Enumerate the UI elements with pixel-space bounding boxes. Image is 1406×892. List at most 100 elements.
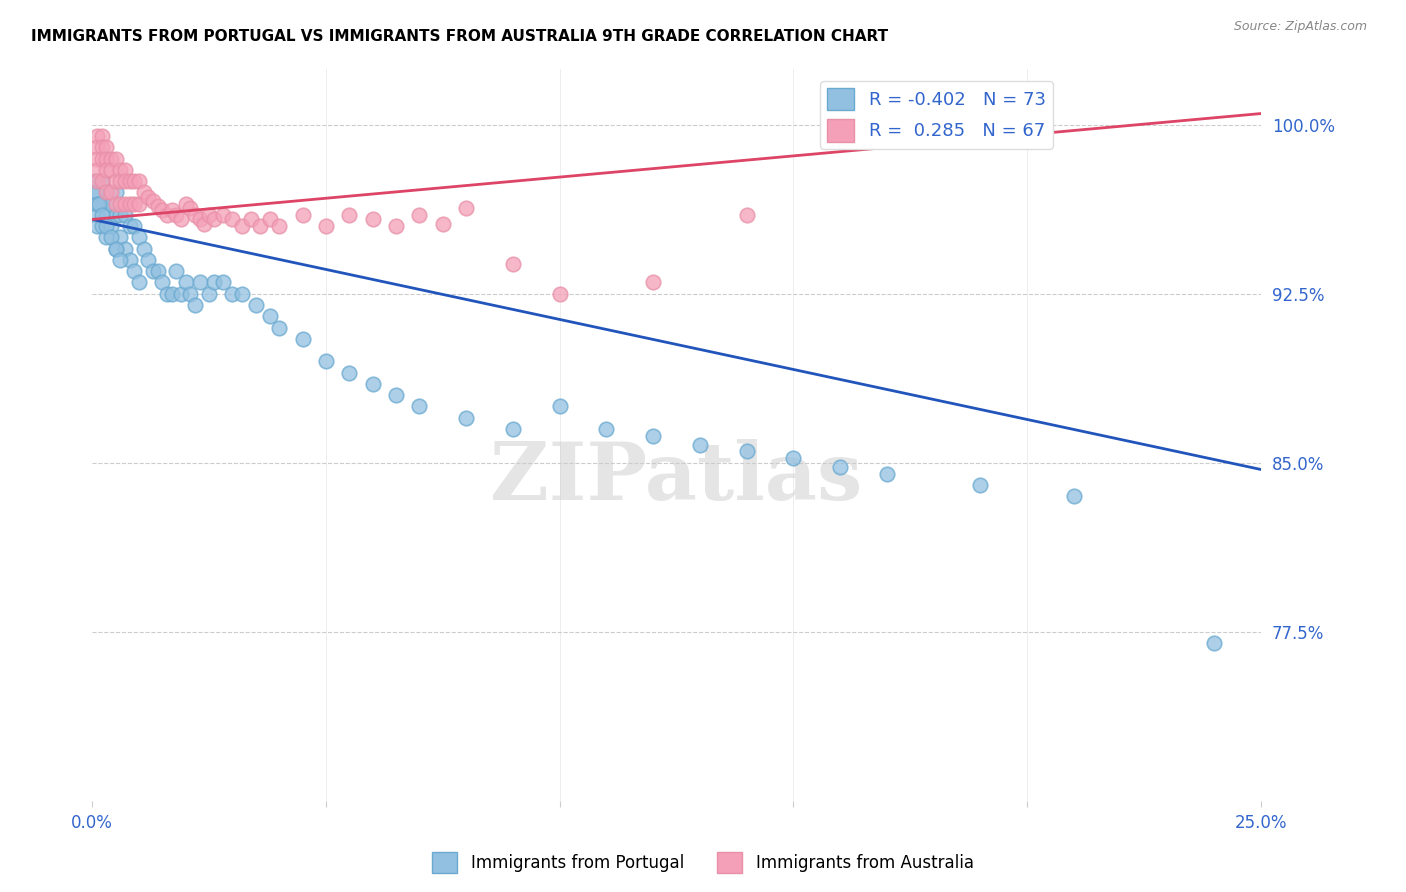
Point [110, 174, 132, 188]
Point [110, 208, 132, 222]
Point [90, 196, 112, 211]
Point [689, 437, 711, 451]
Point [114, 162, 136, 177]
Text: ZIPatlas: ZIPatlas [491, 440, 862, 517]
Point [179, 201, 201, 215]
Point [104, 242, 127, 256]
Point [96, 208, 118, 222]
Point [184, 208, 207, 222]
Point [221, 286, 243, 301]
Point [104, 208, 127, 222]
Point [156, 208, 179, 222]
Point [83, 174, 105, 188]
Point [231, 286, 253, 301]
Point [361, 376, 384, 391]
Point [193, 217, 215, 231]
Point [90, 140, 112, 154]
Point [96, 140, 118, 154]
Point [110, 196, 132, 211]
Point [502, 422, 524, 436]
Point [122, 219, 145, 234]
Point [259, 310, 281, 324]
Point [96, 230, 118, 244]
Point [454, 410, 477, 425]
Point [337, 208, 360, 222]
Point [122, 264, 145, 278]
Point [146, 199, 169, 213]
Point [132, 242, 155, 256]
Point [128, 230, 150, 244]
Point [118, 219, 141, 234]
Point [876, 467, 898, 481]
Point [1202, 636, 1225, 650]
Point [86, 162, 108, 177]
Point [240, 212, 263, 227]
Point [828, 460, 851, 475]
Point [231, 219, 253, 234]
Point [118, 196, 141, 211]
Point [212, 208, 235, 222]
Point [502, 257, 524, 271]
Point [735, 444, 758, 458]
Point [104, 196, 127, 211]
Point [170, 212, 193, 227]
Point [90, 174, 112, 188]
Point [408, 208, 430, 222]
Point [641, 428, 664, 442]
Point [408, 400, 430, 414]
Point [188, 212, 211, 227]
Point [86, 196, 108, 211]
Point [84, 186, 107, 200]
Point [110, 162, 132, 177]
Point [90, 152, 112, 166]
Point [249, 219, 271, 234]
Point [96, 152, 118, 166]
Legend: Immigrants from Portugal, Immigrants from Australia: Immigrants from Portugal, Immigrants fro… [426, 846, 980, 880]
Point [142, 194, 165, 209]
Point [96, 219, 118, 234]
Point [122, 196, 145, 211]
Point [114, 208, 136, 222]
Point [202, 276, 225, 290]
Point [259, 212, 281, 227]
Point [128, 276, 150, 290]
Point [165, 264, 187, 278]
Point [150, 203, 173, 218]
Point [595, 422, 617, 436]
Point [86, 208, 108, 222]
Point [454, 201, 477, 215]
Point [269, 320, 291, 334]
Point [110, 252, 132, 267]
Point [104, 242, 127, 256]
Point [548, 286, 571, 301]
Point [146, 264, 169, 278]
Point [118, 252, 141, 267]
Point [160, 286, 183, 301]
Point [337, 366, 360, 380]
Point [142, 264, 165, 278]
Point [114, 174, 136, 188]
Point [104, 186, 127, 200]
Point [156, 286, 179, 301]
Point [128, 196, 150, 211]
Point [128, 174, 150, 188]
Point [90, 174, 112, 188]
Point [291, 332, 314, 346]
Point [100, 186, 122, 200]
Point [174, 196, 197, 211]
Point [548, 400, 571, 414]
Point [184, 298, 207, 312]
Point [170, 286, 193, 301]
Point [212, 276, 235, 290]
Point [86, 219, 108, 234]
Point [122, 174, 145, 188]
Point [90, 129, 112, 144]
Point [1063, 490, 1085, 504]
Point [100, 162, 122, 177]
Point [86, 129, 108, 144]
Point [165, 208, 187, 222]
Point [86, 152, 108, 166]
Point [96, 186, 118, 200]
Text: IMMIGRANTS FROM PORTUGAL VS IMMIGRANTS FROM AUSTRALIA 9TH GRADE CORRELATION CHAR: IMMIGRANTS FROM PORTUGAL VS IMMIGRANTS F… [31, 29, 889, 44]
Point [876, 113, 898, 128]
